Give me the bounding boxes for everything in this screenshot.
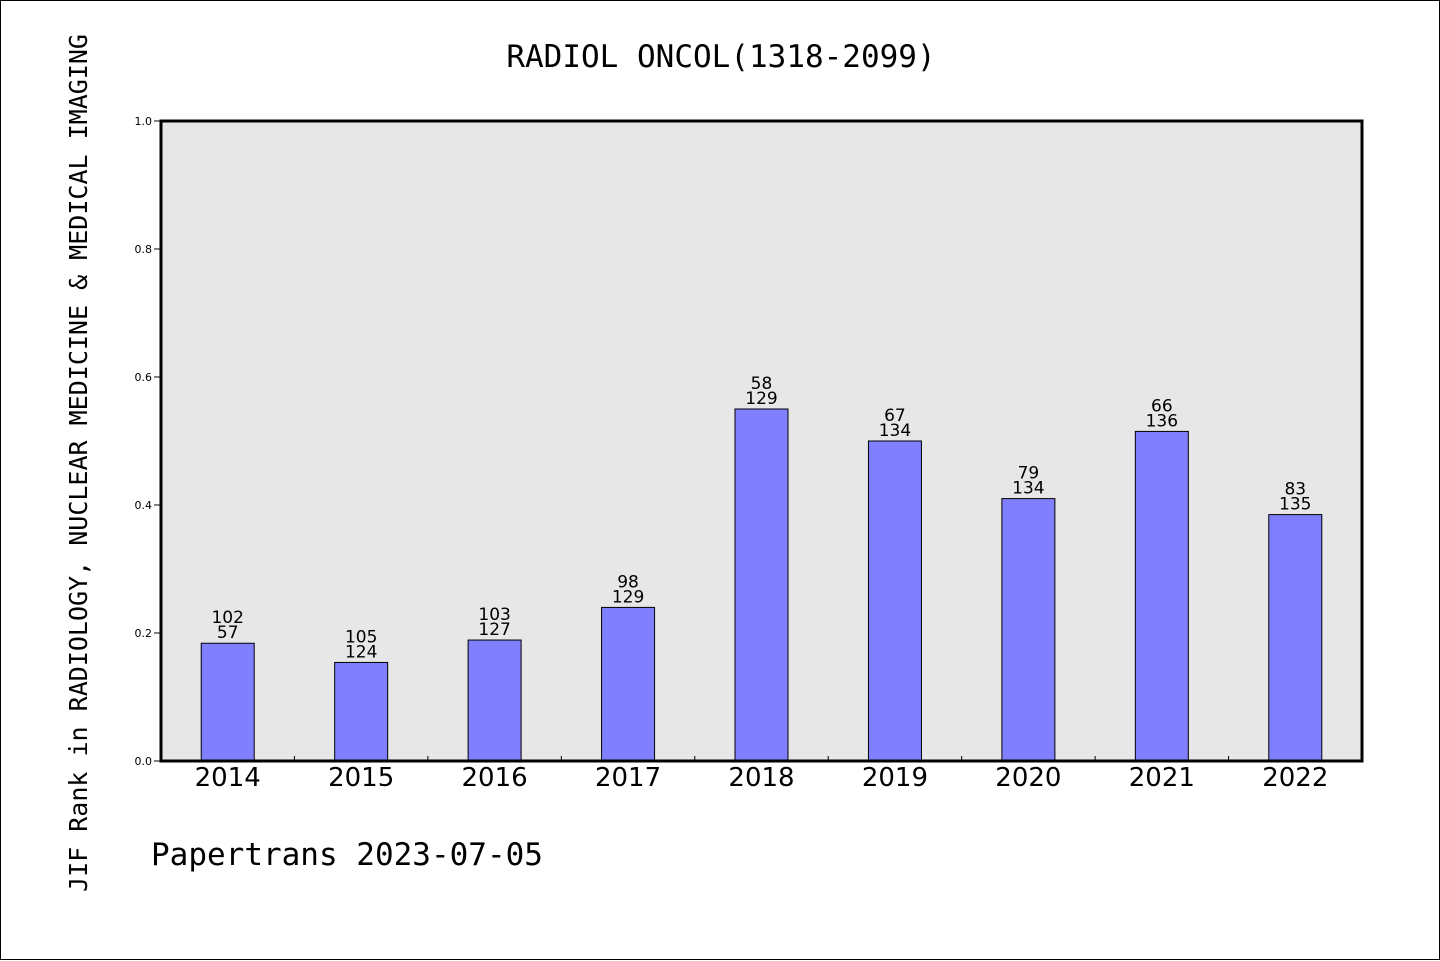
bar-total-label: 57 — [217, 623, 239, 643]
bar-total-label: 129 — [745, 389, 777, 409]
y-tick-label: 0.8 — [135, 243, 153, 256]
bar-2020 — [1001, 498, 1056, 762]
bar-2021 — [1134, 430, 1189, 762]
bar-rank-label: 58 — [751, 374, 773, 394]
y-axis-label: JIF Rank in RADIOLOGY, NUCLEAR MEDICINE … — [64, 34, 93, 892]
bar-rank-label: 98 — [617, 572, 639, 592]
x-tick-label: 2014 — [195, 763, 261, 793]
bar-rank-label: 103 — [478, 605, 510, 625]
y-tick-label: 0.2 — [135, 627, 153, 640]
x-tick-label: 2016 — [462, 763, 528, 793]
bar-2014 — [200, 642, 255, 762]
bar-2022 — [1268, 514, 1323, 762]
bar-2018 — [734, 408, 789, 762]
y-tick-label: 0.0 — [135, 755, 153, 768]
x-tick-label: 2017 — [595, 763, 661, 793]
bar-total-label: 136 — [1146, 411, 1178, 431]
x-tick-label: 2020 — [995, 763, 1061, 793]
ticks-layer: 0.0 0.2 0.4 0.6 0.8 1.0 2014 2015 2016 2017 2018 20… — [135, 115, 1329, 793]
bar-2019 — [867, 440, 922, 762]
bar-rank-label: 79 — [1018, 464, 1040, 484]
bar-2017 — [601, 606, 656, 762]
bar-rank-label: 105 — [345, 627, 377, 647]
bar-2016 — [467, 639, 522, 762]
x-tick-label: 2021 — [1129, 763, 1195, 793]
bar-rank-label: 83 — [1284, 480, 1306, 500]
bar-total-label: 127 — [478, 620, 510, 640]
chart-title: RADIOL ONCOL(1318-2099) — [506, 39, 935, 75]
y-tick-label: 0.6 — [135, 371, 153, 384]
x-tick-label: 2015 — [328, 763, 394, 793]
bar-rank-label: 67 — [884, 406, 906, 426]
bar-rank-label: 66 — [1151, 396, 1173, 416]
bar-total-label: 135 — [1279, 495, 1311, 515]
bar-total-label: 134 — [1012, 479, 1044, 499]
bar-2015 — [334, 661, 389, 762]
x-tick-label: 2019 — [862, 763, 928, 793]
footer-text: Papertrans 2023-07-05 — [151, 837, 543, 873]
bar-rank-label: 102 — [211, 608, 243, 628]
bar-total-label: 124 — [345, 642, 377, 662]
x-tick-label: 2018 — [728, 763, 794, 793]
plot-border — [159, 119, 1364, 763]
bar-total-label: 134 — [879, 421, 911, 441]
y-tick-label: 1.0 — [135, 115, 153, 128]
y-tick-label: 0.4 — [135, 499, 153, 512]
bar-total-label: 129 — [612, 587, 644, 607]
x-tick-label: 2022 — [1262, 763, 1328, 793]
